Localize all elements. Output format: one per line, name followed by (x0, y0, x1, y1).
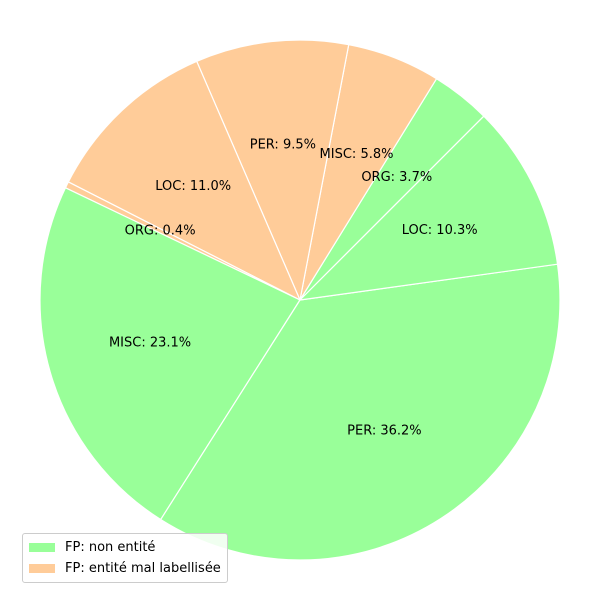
legend: FP: non entité FP: entité mal labellisée (22, 533, 228, 583)
pie-slice-7 (298, 115, 559, 301)
legend-label-non-entity: FP: non entité (65, 540, 156, 555)
pie-slice-label-1: MISC: 5.8% (320, 147, 394, 162)
pie-slice-6 (159, 263, 561, 561)
pie-slice-label-6: PER: 36.2% (347, 424, 422, 439)
pie-slice-label-0: ORG: 3.7% (361, 170, 432, 185)
pie-slice-label-3: LOC: 11.0% (155, 179, 231, 194)
legend-swatch-mislabelled-entity (29, 564, 55, 573)
pie-slice-label-7: LOC: 10.3% (402, 223, 478, 238)
pie-slice-5 (39, 187, 301, 521)
pie-labels: ORG: 3.7% MISC: 5.8% PER: 9.5% LOC: 11.0% OR… (109, 137, 478, 438)
pie-slice-3 (67, 60, 302, 302)
legend-item-non-entity: FP: non entité (29, 537, 221, 558)
legend-label-mislabelled-entity: FP: entité mal labellisée (65, 561, 221, 576)
legend-item-mislabelled-entity: FP: entité mal labellisée (29, 558, 221, 579)
pie-slice-label-4: ORG: 0.4% (125, 223, 196, 238)
pie-slice-2 (195, 39, 350, 303)
pie-slices (39, 39, 561, 561)
pie-slice-label-5: MISC: 23.1% (109, 336, 191, 351)
pie-slice-label-2: PER: 9.5% (250, 137, 316, 152)
legend-swatch-non-entity (29, 543, 55, 552)
